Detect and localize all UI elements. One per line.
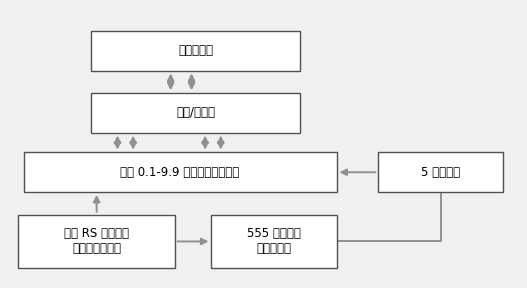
Text: 数码显示器: 数码显示器: [178, 44, 213, 57]
FancyBboxPatch shape: [91, 31, 300, 71]
FancyBboxPatch shape: [211, 215, 337, 268]
Text: 555 定时器实
现时钟电路: 555 定时器实 现时钟电路: [247, 228, 301, 255]
FancyBboxPatch shape: [24, 152, 337, 192]
FancyBboxPatch shape: [91, 93, 300, 133]
Text: 5 分频电路: 5 分频电路: [421, 166, 461, 179]
Text: 输出 0.1-9.9 秒的计数脉冲电路: 输出 0.1-9.9 秒的计数脉冲电路: [121, 166, 240, 179]
Text: 译码/驱动器: 译码/驱动器: [176, 107, 215, 120]
FancyBboxPatch shape: [18, 215, 175, 268]
Text: 基本 RS 及组合电
路实现控制电路: 基本 RS 及组合电 路实现控制电路: [64, 228, 129, 255]
FancyBboxPatch shape: [378, 152, 503, 192]
